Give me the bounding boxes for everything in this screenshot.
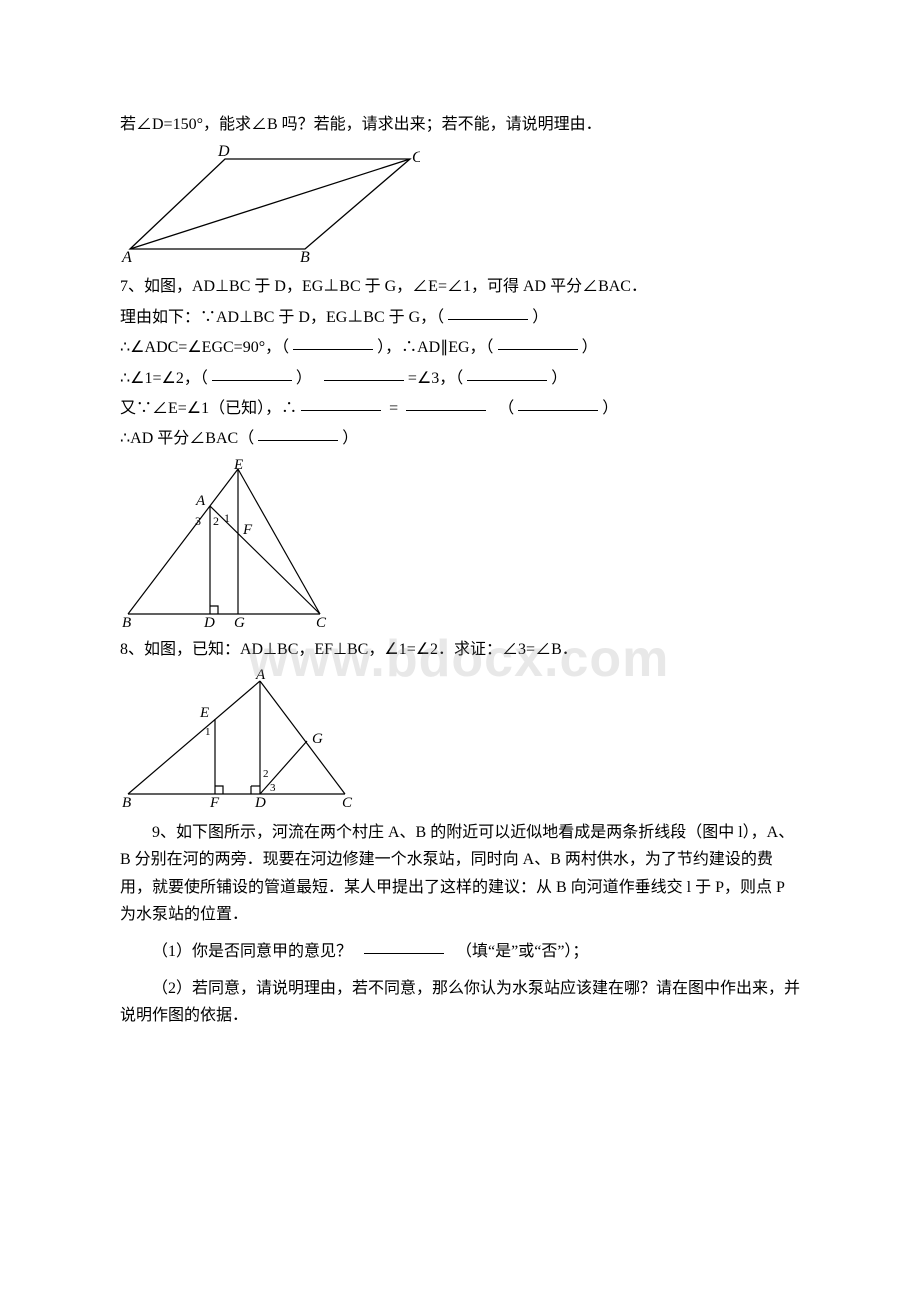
blank-5[interactable] <box>324 380 404 381</box>
blank-10[interactable] <box>258 440 338 441</box>
q7-label-f: F <box>242 522 253 538</box>
q7-label-g: G <box>234 615 245 629</box>
blank-4[interactable] <box>212 380 292 381</box>
q7-line1: 7、如图，AD⊥BC 于 D，EG⊥BC 于 G，∠E=∠1，可得 AD 平分∠… <box>120 272 800 302</box>
blank-9[interactable] <box>518 410 598 411</box>
q8-label-3: 3 <box>270 782 276 794</box>
blank-3[interactable] <box>498 349 578 350</box>
q7-label-3: 3 <box>195 514 201 528</box>
blank-7[interactable] <box>301 410 381 411</box>
q8-text: 8、如图，已知：AD⊥BC，EF⊥BC，∠1=∠2．求证：∠3=∠B． <box>120 635 800 665</box>
q9-p1: 9、如下图所示，河流在两个村庄 A、B 的附近可以近似地看成是两条折线段（图中 … <box>120 819 800 928</box>
q6-label-c: C <box>412 149 420 166</box>
q8-label-d: D <box>254 795 266 809</box>
q6-text: 若∠D=150°，能求∠B 吗？若能，请求出来；若不能，请说明理由． <box>120 110 800 140</box>
q8-label-g: G <box>312 731 323 747</box>
q6-label-b: B <box>300 249 310 264</box>
q7-line4: ∴∠1=∠2，（ ） =∠3，（ ） <box>120 364 800 394</box>
q7-label-c: C <box>316 615 327 629</box>
q8-label-f: F <box>209 795 220 809</box>
q6-figure: A B C D <box>120 144 800 264</box>
q7-label-2: 2 <box>213 514 219 528</box>
q7-label-b: B <box>122 615 131 629</box>
q7-label-1: 1 <box>224 511 230 525</box>
q7-line2: 理由如下：∵AD⊥BC 于 D，EG⊥BC 于 G，（ ） <box>120 303 800 333</box>
q9-p2: （1）你是否同意甲的意见？ （填“是”或“否”）； <box>120 938 800 965</box>
q7-line5: 又∵∠E=∠1（已知），∴ = （ ） <box>120 394 800 424</box>
q7-label-d: D <box>203 615 215 629</box>
q8-label-e: E <box>199 705 209 721</box>
q8-label-b: B <box>122 795 131 809</box>
q7-line6: ∴AD 平分∠BAC（ ） <box>120 424 800 454</box>
q8-label-c: C <box>342 795 353 809</box>
q6-label-a: A <box>121 249 132 264</box>
q9-p3: （2）若同意，请说明理由，若不同意，那么你认为水泵站应该建在哪？请在图中作出来，… <box>120 975 800 1029</box>
blank-1[interactable] <box>448 319 528 320</box>
blank-2[interactable] <box>293 349 373 350</box>
q7-label-e: E <box>233 459 243 473</box>
q8-label-1: 1 <box>205 726 211 738</box>
blank-11[interactable] <box>364 953 444 954</box>
blank-8[interactable] <box>406 410 486 411</box>
q7-figure: E A F B D G C 3 2 1 <box>120 459 800 629</box>
q7-label-a: A <box>195 493 206 509</box>
blank-6[interactable] <box>467 380 547 381</box>
q7-line3: ∴∠ADC=∠EGC=90°，（ ），∴AD∥EG，（ ） <box>120 333 800 363</box>
q8-figure: A E G B F D C 1 2 3 <box>120 669 800 809</box>
q8-label-a: A <box>255 669 266 683</box>
q8-label-2: 2 <box>263 768 269 780</box>
q6-label-d: D <box>217 144 230 160</box>
